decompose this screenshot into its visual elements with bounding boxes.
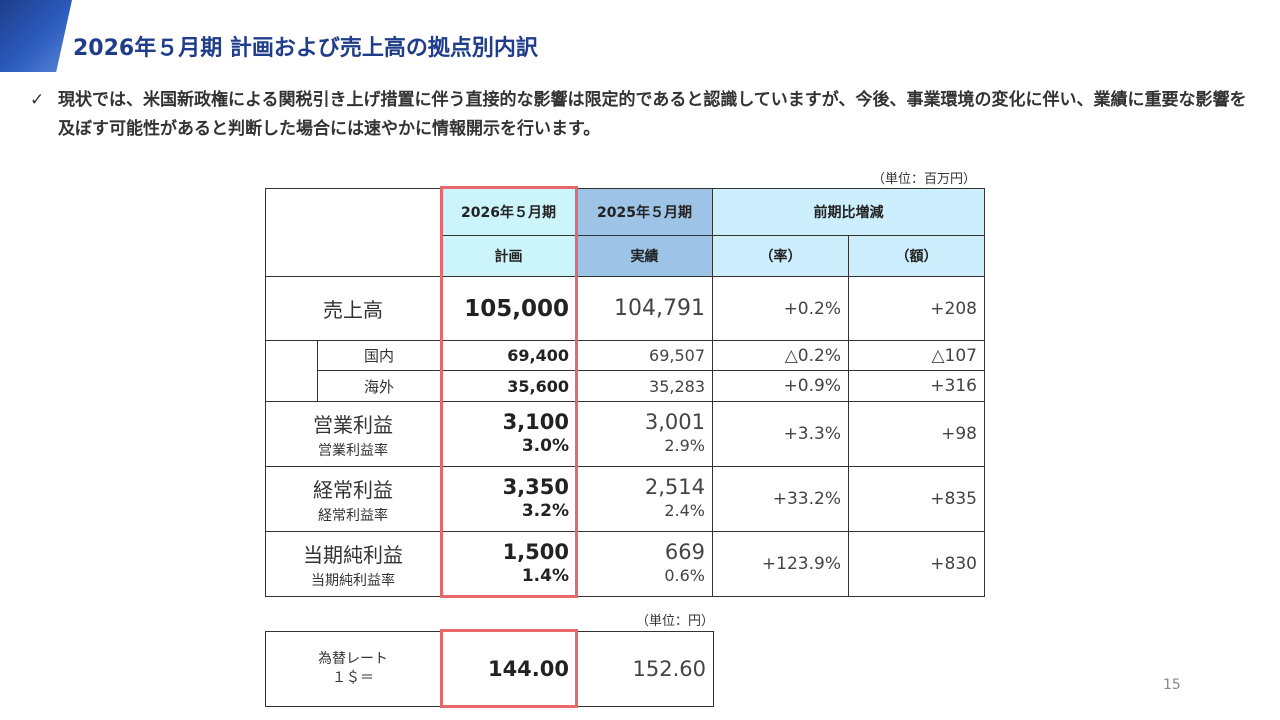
- plan-operating-margin-value: 3.0%: [521, 436, 569, 456]
- label-fx-rate-line2: １＄＝: [332, 670, 374, 686]
- label-ordinary-profit: 経常利益 経常利益率: [265, 466, 441, 532]
- actual-overseas: 35,283: [576, 370, 713, 402]
- header-rate: （率）: [712, 235, 849, 277]
- plan-sales: 105,000: [440, 276, 577, 341]
- actual-operating-profit-value: 3,001: [644, 410, 705, 434]
- page-title: 2026年５月期 計画および売上高の拠点別内訳: [73, 36, 538, 61]
- rate-net-income: +123.9%: [712, 531, 849, 597]
- actual-ordinary-margin-value: 2.4%: [664, 501, 705, 520]
- amount-ordinary-profit: +835: [848, 466, 985, 532]
- label-net-income-main: 当期純利益: [303, 542, 403, 567]
- plan-net-margin-value: 1.4%: [521, 566, 569, 586]
- plan-net-income: 1,500 1.4%: [440, 531, 577, 597]
- plan-overseas: 35,600: [440, 370, 577, 402]
- plan-fx-rate: 144.00: [440, 631, 577, 707]
- actual-operating-profit: 3,001 2.9%: [576, 401, 713, 467]
- title-accent-shape: [0, 0, 72, 72]
- row-domestic: 国内 69,400 69,507 △0.2% △107: [265, 340, 985, 402]
- row-net-income: 当期純利益 当期純利益率 1,500 1.4% 669 0.6% +123.9%…: [265, 531, 985, 597]
- plan-ordinary-margin-value: 3.2%: [521, 501, 569, 521]
- unit-label-millions: （単位：百万円）: [872, 172, 977, 187]
- header-actual-period: 2025年５月期: [576, 188, 713, 236]
- label-fx-rate: 為替レート １＄＝: [265, 631, 441, 707]
- indent-spacer: [265, 340, 318, 402]
- page-number: 15: [1163, 677, 1181, 693]
- bullet-note: ✓ 現状では、米国新政権による関税引き上げ措置に伴う直接的な影響は限定的であると…: [30, 86, 1250, 144]
- header-plan-period: 2026年５月期: [440, 188, 577, 236]
- amount-domestic: △107: [848, 340, 985, 371]
- row-ordinary-profit: 経常利益 経常利益率 3,350 3.2% 2,514 2.4% +33.2% …: [265, 466, 985, 532]
- label-ordinary-profit-main: 経常利益: [313, 477, 393, 502]
- rate-operating-profit: +3.3%: [712, 401, 849, 467]
- label-fx-rate-line1: 為替レート: [318, 651, 388, 667]
- amount-overseas: +316: [848, 370, 985, 402]
- header-row-1: 2026年５月期 2025年５月期 前期比増減: [265, 188, 985, 277]
- label-operating-profit: 営業利益 営業利益率: [265, 401, 441, 467]
- header-actual: 実績: [576, 235, 713, 277]
- plan-ordinary-profit: 3,350 3.2%: [440, 466, 577, 532]
- row-overseas: 海外 35,600 35,283 +0.9% +316: [266, 370, 985, 402]
- plan-net-income-value: 1,500: [502, 540, 569, 564]
- plan-domestic: 69,400: [440, 340, 577, 371]
- plan-ordinary-profit-value: 3,350: [502, 475, 569, 499]
- amount-operating-profit: +98: [848, 401, 985, 467]
- row-sales: 売上高 105,000 104,791 +0.2% +208: [265, 276, 985, 341]
- actual-sales: 104,791: [576, 276, 713, 341]
- header-row-2: 計画 実績 （率） （額）: [266, 235, 985, 277]
- plan-operating-profit: 3,100 3.0%: [440, 401, 577, 467]
- label-ordinary-margin: 経常利益率: [318, 507, 388, 524]
- rate-sales: +0.2%: [712, 276, 849, 341]
- actual-net-margin-value: 0.6%: [664, 566, 705, 585]
- label-sales: 売上高: [265, 276, 441, 341]
- fx-rate-table: 為替レート １＄＝ 144.00 152.60: [265, 631, 714, 707]
- actual-net-income: 669 0.6%: [576, 531, 713, 597]
- rate-overseas: +0.9%: [712, 370, 849, 402]
- unit-label-yen: （単位：円）: [636, 614, 715, 629]
- header-amount: （額）: [848, 235, 985, 277]
- actual-ordinary-profit: 2,514 2.4%: [576, 466, 713, 532]
- row-operating-profit: 営業利益 営業利益率 3,100 3.0% 3,001 2.9% +3.3% +…: [265, 401, 985, 467]
- bullet-text: 現状では、米国新政権による関税引き上げ措置に伴う直接的な影響は限定的であると認識…: [58, 90, 1247, 139]
- header-diff: 前期比増減: [712, 188, 985, 236]
- actual-net-income-value: 669: [664, 540, 705, 564]
- actual-ordinary-profit-value: 2,514: [644, 475, 705, 499]
- header-corner-cell: [265, 188, 441, 277]
- label-operating-margin: 営業利益率: [318, 442, 388, 459]
- actual-fx-rate: 152.60: [576, 631, 714, 707]
- label-operating-profit-main: 営業利益: [313, 412, 393, 437]
- label-net-margin: 当期純利益率: [311, 572, 395, 589]
- plan-operating-profit-value: 3,100: [502, 410, 569, 434]
- amount-net-income: +830: [848, 531, 985, 597]
- forecast-table: 2026年５月期 2025年５月期 前期比増減 計画 実績 （率） （額） 売上…: [265, 188, 985, 597]
- checkmark-icon: ✓: [30, 90, 45, 110]
- amount-sales: +208: [848, 276, 985, 341]
- rate-domestic: △0.2%: [712, 340, 849, 371]
- label-overseas: 海外: [317, 370, 441, 402]
- header-plan: 計画: [440, 235, 577, 277]
- actual-domestic: 69,507: [576, 340, 713, 371]
- label-net-income: 当期純利益 当期純利益率: [265, 531, 441, 597]
- row-fx-rate: 為替レート １＄＝ 144.00 152.60: [265, 631, 714, 707]
- rate-ordinary-profit: +33.2%: [712, 466, 849, 532]
- actual-operating-margin-value: 2.9%: [664, 436, 705, 455]
- label-domestic: 国内: [317, 340, 441, 371]
